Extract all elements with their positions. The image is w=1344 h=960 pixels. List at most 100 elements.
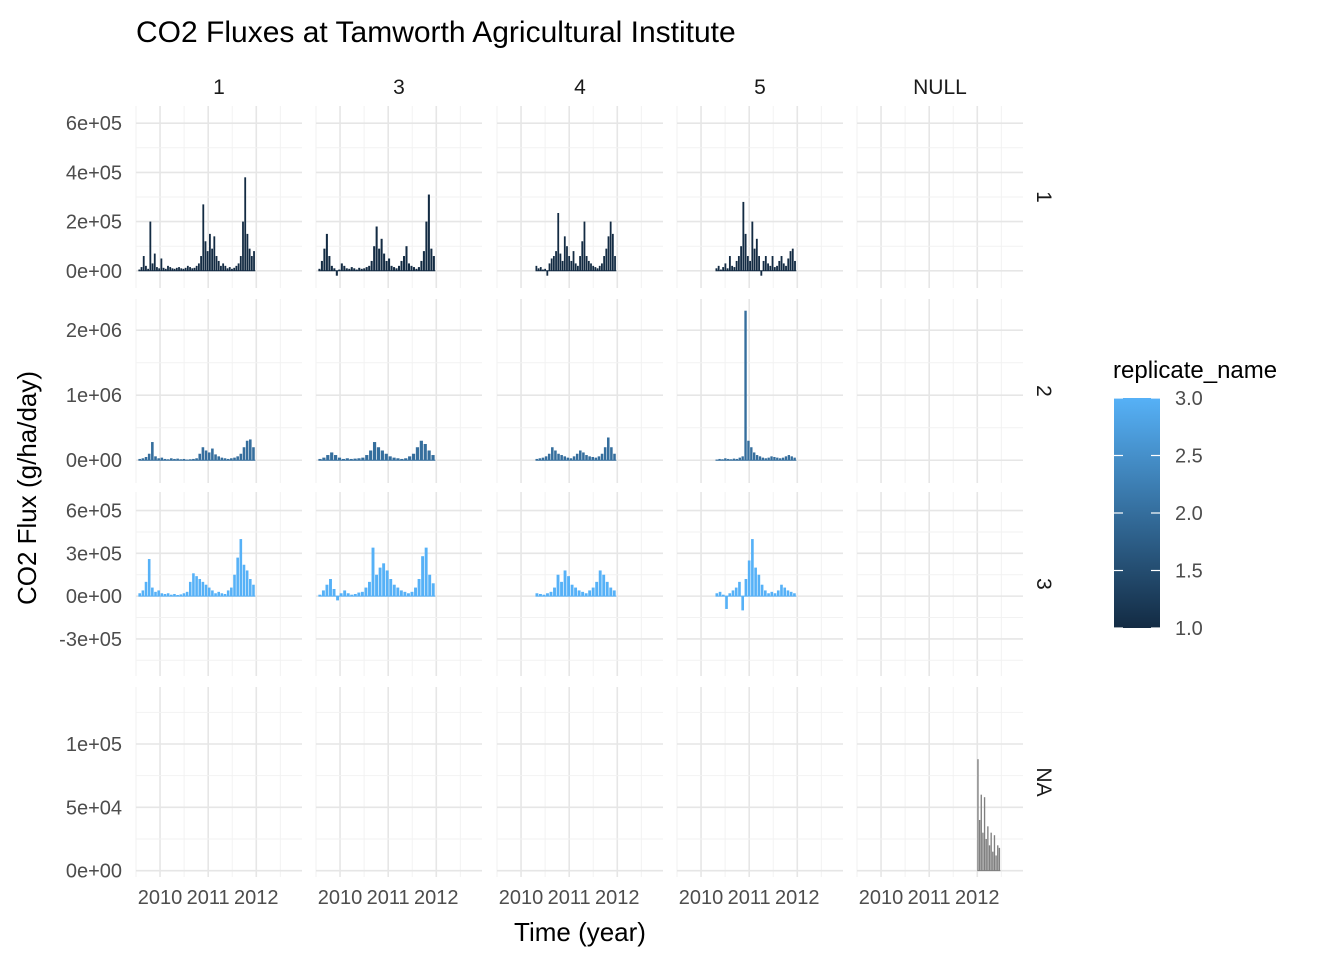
flux-bar — [553, 587, 556, 597]
flux-bar — [245, 440, 249, 461]
flux-bar — [985, 839, 987, 871]
flux-bar — [601, 263, 603, 271]
flux-bar — [538, 458, 542, 461]
flux-bar — [202, 204, 205, 271]
flux-bar — [581, 591, 585, 597]
flux-bar — [726, 268, 729, 271]
flux-bar — [375, 574, 379, 597]
flux-bar — [248, 248, 251, 271]
y-tick-label: 6e+05 — [66, 113, 122, 135]
flux-bar — [407, 263, 410, 271]
flux-bar — [400, 260, 403, 271]
x-tick-label: 2011 — [728, 887, 771, 909]
flux-bar — [207, 452, 211, 461]
row-strip-label: 3 — [1032, 578, 1055, 590]
flux-bar — [719, 269, 722, 271]
flux-bar — [192, 573, 195, 597]
flux-bar — [751, 221, 754, 271]
flux-bar — [170, 458, 173, 461]
x-axis-title: Time (year) — [514, 917, 646, 947]
flux-bar — [151, 263, 154, 271]
flux-bar — [204, 241, 207, 271]
flux-bar — [182, 458, 186, 461]
row-strip-label: 2 — [1032, 385, 1055, 397]
flux-bars — [138, 177, 1001, 872]
flux-bar — [222, 263, 225, 271]
axis-and-strip-labels: 0e+00 2e+05 4e+05 6e+05 1 0e+00 1e+06 2e+06 2 -3e… — [59, 76, 1055, 909]
flux-bar — [742, 201, 745, 271]
flux-bar — [570, 260, 573, 271]
flux-bar — [780, 584, 783, 597]
flux-bar — [226, 268, 229, 271]
legend-tick-label: 1.0 — [1175, 618, 1203, 640]
flux-bar — [236, 557, 239, 597]
y-axis-title: CO2 Flux (g/ha/day) — [12, 371, 42, 605]
flux-bar — [579, 256, 581, 271]
flux-bar — [147, 268, 150, 271]
flux-bar — [992, 851, 994, 871]
flux-bar — [337, 457, 342, 461]
flux-bar — [211, 448, 214, 461]
flux-bar — [783, 587, 787, 597]
flux-bar — [753, 248, 756, 271]
flux-bar — [375, 226, 378, 271]
y-tick-label: 0e+00 — [66, 861, 122, 883]
flux-bar — [561, 260, 564, 271]
flux-bar — [721, 594, 725, 597]
flux-bar — [142, 256, 145, 271]
flux-bar — [171, 268, 174, 271]
flux-bar — [613, 453, 616, 461]
flux-bar — [722, 267, 725, 271]
flux-bar — [329, 579, 332, 597]
flux-bar — [738, 581, 741, 597]
y-tick-label: 1e+05 — [66, 734, 122, 756]
flux-bar — [776, 590, 780, 597]
flux-bar — [237, 263, 240, 271]
flux-bar — [323, 248, 326, 271]
flux-bar — [376, 447, 381, 461]
flux-bar — [987, 826, 989, 871]
flux-bar — [552, 256, 555, 271]
flux-bar — [544, 456, 548, 461]
flux-bar — [760, 584, 764, 597]
flux-bar — [417, 579, 421, 597]
flux-bar — [411, 453, 416, 461]
flux-bar — [997, 845, 999, 871]
flux-bar — [151, 442, 154, 461]
flux-bar — [982, 832, 984, 871]
flux-bar — [572, 456, 576, 461]
flux-bar — [563, 456, 567, 461]
flux-bar — [551, 447, 554, 461]
flux-bar — [164, 268, 167, 271]
flux-bar — [432, 256, 435, 271]
flux-bar — [741, 456, 744, 461]
legend-title: replicate_name — [1113, 357, 1277, 384]
flux-bar — [747, 440, 750, 461]
flux-bar — [557, 212, 560, 271]
chart-title: CO2 Fluxes at Tamworth Agricultural Inst… — [136, 16, 736, 49]
flux-bar — [415, 268, 418, 271]
flux-bar — [773, 593, 777, 597]
flux-bar — [231, 268, 233, 271]
flux-bar — [731, 265, 734, 271]
flux-bar — [734, 587, 738, 597]
flux-bar — [326, 455, 330, 461]
flux-bar — [141, 458, 145, 461]
flux-bar — [587, 260, 590, 271]
x-tick-label: 2010 — [859, 887, 904, 909]
flux-bar — [978, 820, 981, 871]
flux-bar — [728, 593, 732, 597]
flux-bar — [427, 194, 430, 271]
flux-bar — [600, 453, 604, 461]
flux-bar — [250, 256, 253, 271]
flux-bar — [405, 246, 408, 271]
flux-bar — [402, 256, 406, 271]
flux-bar — [198, 453, 202, 461]
flux-bar — [572, 251, 575, 271]
flux-bar — [555, 251, 557, 271]
flux-bar — [217, 456, 220, 461]
flux-bar — [741, 596, 745, 611]
flux-bar — [392, 457, 396, 461]
flux-bar — [422, 251, 425, 271]
flux-bar — [735, 260, 738, 271]
